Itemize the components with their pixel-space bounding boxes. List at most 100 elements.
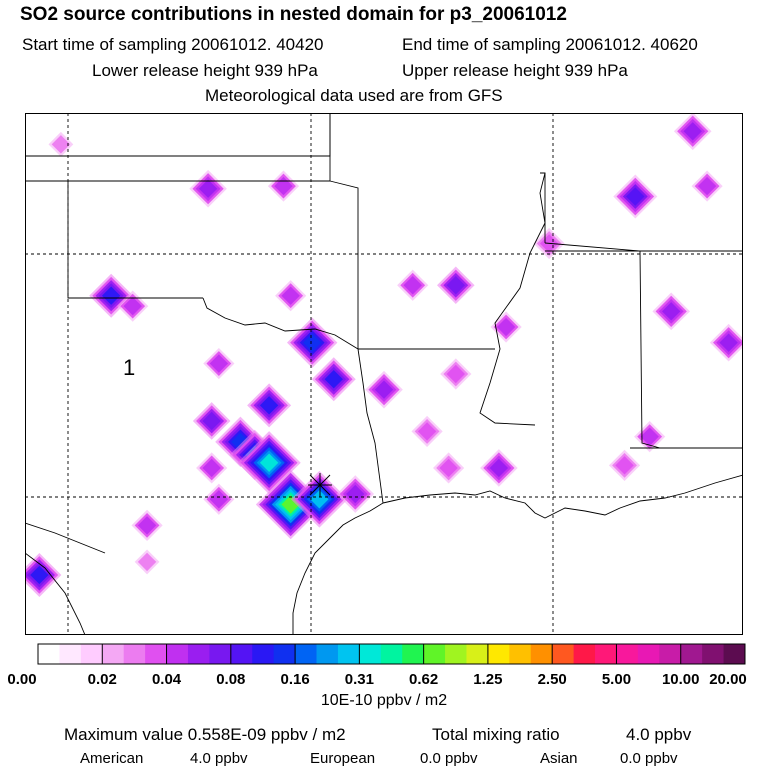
legend-swatch: [402, 644, 425, 664]
hotspot: [365, 370, 403, 409]
asian-value: 0.0 ppbv: [620, 750, 678, 767]
met-data-label: Meteorological data used are from GFS: [205, 86, 503, 105]
legend-swatch: [80, 644, 103, 664]
hotspot: [440, 358, 472, 390]
legend-swatch: [252, 644, 275, 664]
hotspot-layer: [25, 113, 743, 597]
legend-swatch: [145, 644, 168, 664]
legend-swatch: [487, 644, 510, 664]
hotspot: [134, 549, 160, 575]
legend-tick-label: 0.62: [409, 671, 438, 688]
legend-swatch: [187, 644, 210, 664]
hotspot: [613, 174, 658, 219]
legend-swatch: [316, 644, 339, 664]
hotspot: [89, 273, 134, 318]
mex-border: [25, 552, 86, 635]
legend-swatch: [509, 644, 532, 664]
border-ms-al: [544, 242, 661, 449]
color-legend: 0.00 0.02 0.04 0.08 0.16 0.31 0.62 1.25 2.50 5.00…: [7, 643, 747, 688]
page-title: SO2 source contributions in nested domai…: [20, 4, 567, 25]
legend-swatch: [230, 644, 253, 664]
hotspot: [433, 452, 465, 484]
lat-lon-grid: [25, 113, 743, 635]
legend-swatch: [702, 644, 725, 664]
hotspot: [237, 431, 301, 495]
legend-swatch: [552, 644, 575, 664]
hotspot: [117, 290, 149, 322]
european-value: 0.0 ppbv: [420, 750, 478, 767]
hotspot: [709, 323, 743, 362]
legend-swatch: [102, 644, 125, 664]
legend-swatch: [573, 644, 596, 664]
hotspot: [275, 280, 307, 312]
concentration-map: 1: [25, 113, 743, 635]
legend-swatch: [359, 644, 382, 664]
legend-swatches: [38, 644, 746, 664]
legend-swatch: [123, 644, 146, 664]
region-label: 1: [123, 355, 135, 380]
hotspot: [196, 452, 228, 484]
map-frame: [25, 113, 743, 635]
hotspot: [203, 347, 235, 380]
american-label: American: [80, 750, 144, 767]
legend-swatch: [530, 644, 553, 664]
hotspot: [247, 383, 292, 428]
legend-swatch: [466, 644, 489, 664]
legend-tick-label: 0.31: [345, 671, 374, 688]
legend-tick-label: 1.25: [473, 671, 502, 688]
hotspot: [267, 170, 300, 202]
legend-tick-label: 0.16: [280, 671, 309, 688]
legend-swatch: [38, 644, 60, 664]
lower-release-label: Lower release height 939 hPa: [92, 61, 318, 80]
hotspot: [480, 449, 518, 487]
hotspot: [336, 475, 375, 513]
total-mixing-label: Total mixing ratio: [432, 725, 560, 744]
legend-swatch: [166, 644, 189, 664]
legend-tick-label: 0.08: [216, 671, 245, 688]
hotspot: [192, 402, 231, 440]
european-label: European: [310, 750, 376, 767]
legend-swatch: [273, 644, 296, 664]
hotspot: [203, 483, 235, 515]
legend-swatch: [337, 644, 360, 664]
hotspot: [411, 415, 443, 448]
release-marker: [308, 473, 332, 497]
max-value: Maximum value 0.558E-09 ppbv / m2: [64, 725, 346, 744]
legend-tick-label: 2.50: [538, 671, 567, 688]
boundary-lines: [25, 113, 743, 635]
legend-tick-label: 0.02: [88, 671, 117, 688]
legend-swatch: [380, 644, 403, 664]
hotspot: [131, 509, 163, 541]
hotspot: [652, 292, 690, 331]
legend-swatch: [723, 644, 746, 664]
legend-swatch: [423, 644, 446, 664]
legend-swatch: [445, 644, 467, 664]
border-la-tx: [357, 348, 384, 504]
legend-tick-label: 10.00: [662, 671, 700, 688]
gulf-coast: [292, 502, 384, 635]
legend-swatch: [616, 644, 639, 664]
legend-swatch: [295, 644, 318, 664]
legend-tick-label: 5.00: [602, 671, 631, 688]
legend-tick-label: 0.00: [7, 671, 36, 688]
hotspot: [287, 317, 338, 368]
border-ok-ar: [329, 180, 359, 349]
total-mixing-value: 4.0 ppbv: [626, 725, 692, 744]
hotspot: [634, 421, 666, 453]
legend-swatch: [595, 644, 617, 664]
hotspot: [397, 269, 429, 301]
legend-swatch: [209, 644, 232, 664]
legend-swatch: [637, 644, 660, 664]
end-time-label: End time of sampling 20061012. 40620: [402, 35, 698, 54]
legend-swatch: [680, 644, 703, 664]
legend-tick-label: 20.00: [709, 671, 747, 688]
border-ms-river: [479, 172, 546, 426]
hotspot: [608, 449, 641, 481]
mex-border-2: [25, 522, 106, 554]
legend-swatch: [659, 644, 682, 664]
upper-release-label: Upper release height 939 hPa: [402, 61, 628, 80]
hotspot: [437, 266, 475, 305]
hotspot: [311, 357, 356, 402]
la-coast: [382, 474, 743, 519]
border-ms-east: [540, 172, 546, 243]
